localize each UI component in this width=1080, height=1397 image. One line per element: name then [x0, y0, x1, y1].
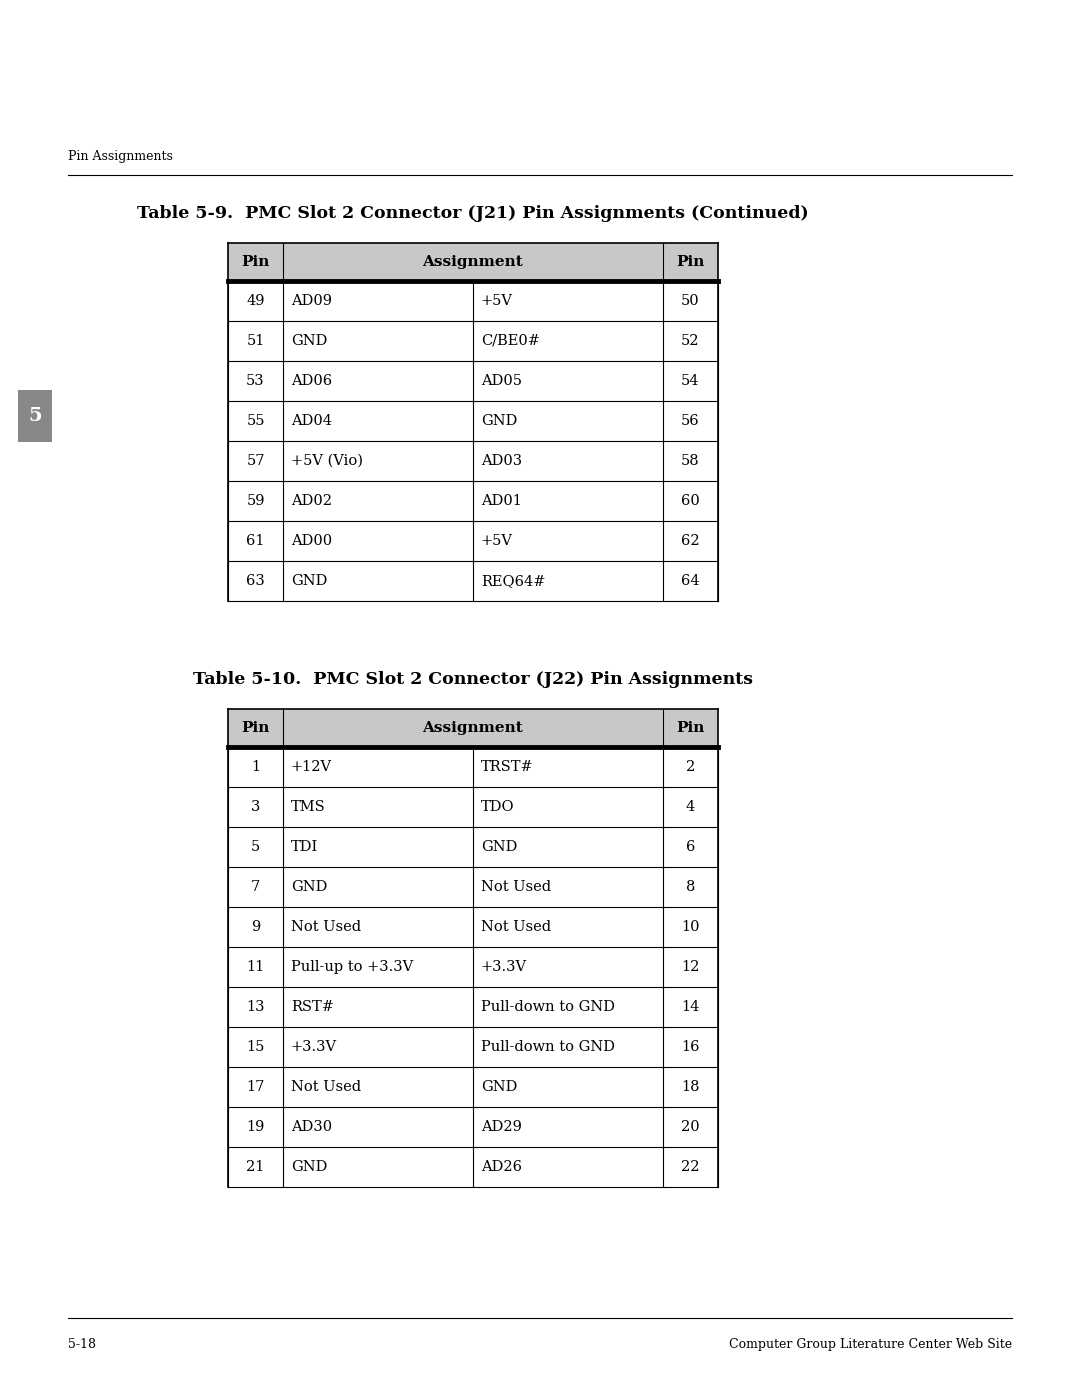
Text: Pin: Pin — [241, 256, 270, 270]
Text: 63: 63 — [246, 574, 265, 588]
Text: 62: 62 — [681, 534, 700, 548]
Text: TDO: TDO — [481, 800, 515, 814]
Text: 4: 4 — [686, 800, 696, 814]
Text: 11: 11 — [246, 960, 265, 974]
Text: AD06: AD06 — [291, 374, 333, 388]
Text: AD03: AD03 — [481, 454, 522, 468]
Text: 57: 57 — [246, 454, 265, 468]
Text: GND: GND — [481, 414, 517, 427]
Text: 15: 15 — [246, 1039, 265, 1053]
Text: AD00: AD00 — [291, 534, 333, 548]
Text: 49: 49 — [246, 293, 265, 307]
Text: 59: 59 — [246, 495, 265, 509]
Bar — [228, 243, 718, 281]
Text: 50: 50 — [681, 293, 700, 307]
Text: 58: 58 — [681, 454, 700, 468]
Text: 2: 2 — [686, 760, 696, 774]
Text: AD30: AD30 — [291, 1120, 333, 1134]
Text: 14: 14 — [681, 1000, 700, 1014]
Bar — [18, 390, 52, 441]
Text: 16: 16 — [681, 1039, 700, 1053]
Text: AD05: AD05 — [481, 374, 522, 388]
Text: GND: GND — [481, 1080, 517, 1094]
Text: Pin: Pin — [676, 256, 704, 270]
Text: Not Used: Not Used — [291, 921, 361, 935]
Text: 55: 55 — [246, 414, 265, 427]
Text: AD01: AD01 — [481, 495, 522, 509]
Text: 3: 3 — [251, 800, 260, 814]
Text: +5V: +5V — [481, 534, 513, 548]
Text: 64: 64 — [681, 574, 700, 588]
Text: 52: 52 — [681, 334, 700, 348]
Text: 54: 54 — [681, 374, 700, 388]
Text: AD29: AD29 — [481, 1120, 522, 1134]
Text: 1: 1 — [251, 760, 260, 774]
Text: GND: GND — [291, 574, 327, 588]
Text: 5: 5 — [28, 407, 42, 425]
Text: 51: 51 — [246, 334, 265, 348]
Text: Assignment: Assignment — [422, 721, 524, 735]
Text: Computer Group Literature Center Web Site: Computer Group Literature Center Web Sit… — [729, 1338, 1012, 1351]
Text: Not Used: Not Used — [481, 921, 551, 935]
Text: 5-18: 5-18 — [68, 1338, 96, 1351]
Text: AD04: AD04 — [291, 414, 332, 427]
Text: Pull-down to GND: Pull-down to GND — [481, 1039, 615, 1053]
Text: AD09: AD09 — [291, 293, 332, 307]
Text: 18: 18 — [681, 1080, 700, 1094]
Text: 7: 7 — [251, 880, 260, 894]
Text: Pin: Pin — [676, 721, 704, 735]
Text: GND: GND — [291, 1160, 327, 1173]
Text: Pin Assignments: Pin Assignments — [68, 149, 173, 163]
Text: 12: 12 — [681, 960, 700, 974]
Text: C/BE0#: C/BE0# — [481, 334, 540, 348]
Text: +5V (Vio): +5V (Vio) — [291, 454, 363, 468]
Text: TMS: TMS — [291, 800, 326, 814]
Text: +3.3V: +3.3V — [481, 960, 527, 974]
Text: REQ64#: REQ64# — [481, 574, 545, 588]
Text: Not Used: Not Used — [481, 880, 551, 894]
Text: +5V: +5V — [481, 293, 513, 307]
Text: GND: GND — [291, 334, 327, 348]
Text: 21: 21 — [246, 1160, 265, 1173]
Text: RST#: RST# — [291, 1000, 334, 1014]
Text: 53: 53 — [246, 374, 265, 388]
Text: GND: GND — [481, 840, 517, 854]
Text: 20: 20 — [681, 1120, 700, 1134]
Text: 9: 9 — [251, 921, 260, 935]
Text: Assignment: Assignment — [422, 256, 524, 270]
Text: 6: 6 — [686, 840, 696, 854]
Text: Not Used: Not Used — [291, 1080, 361, 1094]
Text: 22: 22 — [681, 1160, 700, 1173]
Text: 61: 61 — [246, 534, 265, 548]
Text: 8: 8 — [686, 880, 696, 894]
Text: 19: 19 — [246, 1120, 265, 1134]
Text: 60: 60 — [681, 495, 700, 509]
Text: Pull-up to +3.3V: Pull-up to +3.3V — [291, 960, 414, 974]
Text: Table 5-10.  PMC Slot 2 Connector (J22) Pin Assignments: Table 5-10. PMC Slot 2 Connector (J22) P… — [193, 671, 753, 687]
Text: AD26: AD26 — [481, 1160, 522, 1173]
Text: Pin: Pin — [241, 721, 270, 735]
Text: Pull-down to GND: Pull-down to GND — [481, 1000, 615, 1014]
Text: GND: GND — [291, 880, 327, 894]
Text: 17: 17 — [246, 1080, 265, 1094]
Text: 56: 56 — [681, 414, 700, 427]
Text: TRST#: TRST# — [481, 760, 534, 774]
Text: AD02: AD02 — [291, 495, 332, 509]
Bar — [228, 710, 718, 747]
Text: TDI: TDI — [291, 840, 319, 854]
Text: Table 5-9.  PMC Slot 2 Connector (J21) Pin Assignments (Continued): Table 5-9. PMC Slot 2 Connector (J21) Pi… — [137, 205, 809, 222]
Text: +12V: +12V — [291, 760, 333, 774]
Text: +3.3V: +3.3V — [291, 1039, 337, 1053]
Text: 13: 13 — [246, 1000, 265, 1014]
Text: 10: 10 — [681, 921, 700, 935]
Text: 5: 5 — [251, 840, 260, 854]
